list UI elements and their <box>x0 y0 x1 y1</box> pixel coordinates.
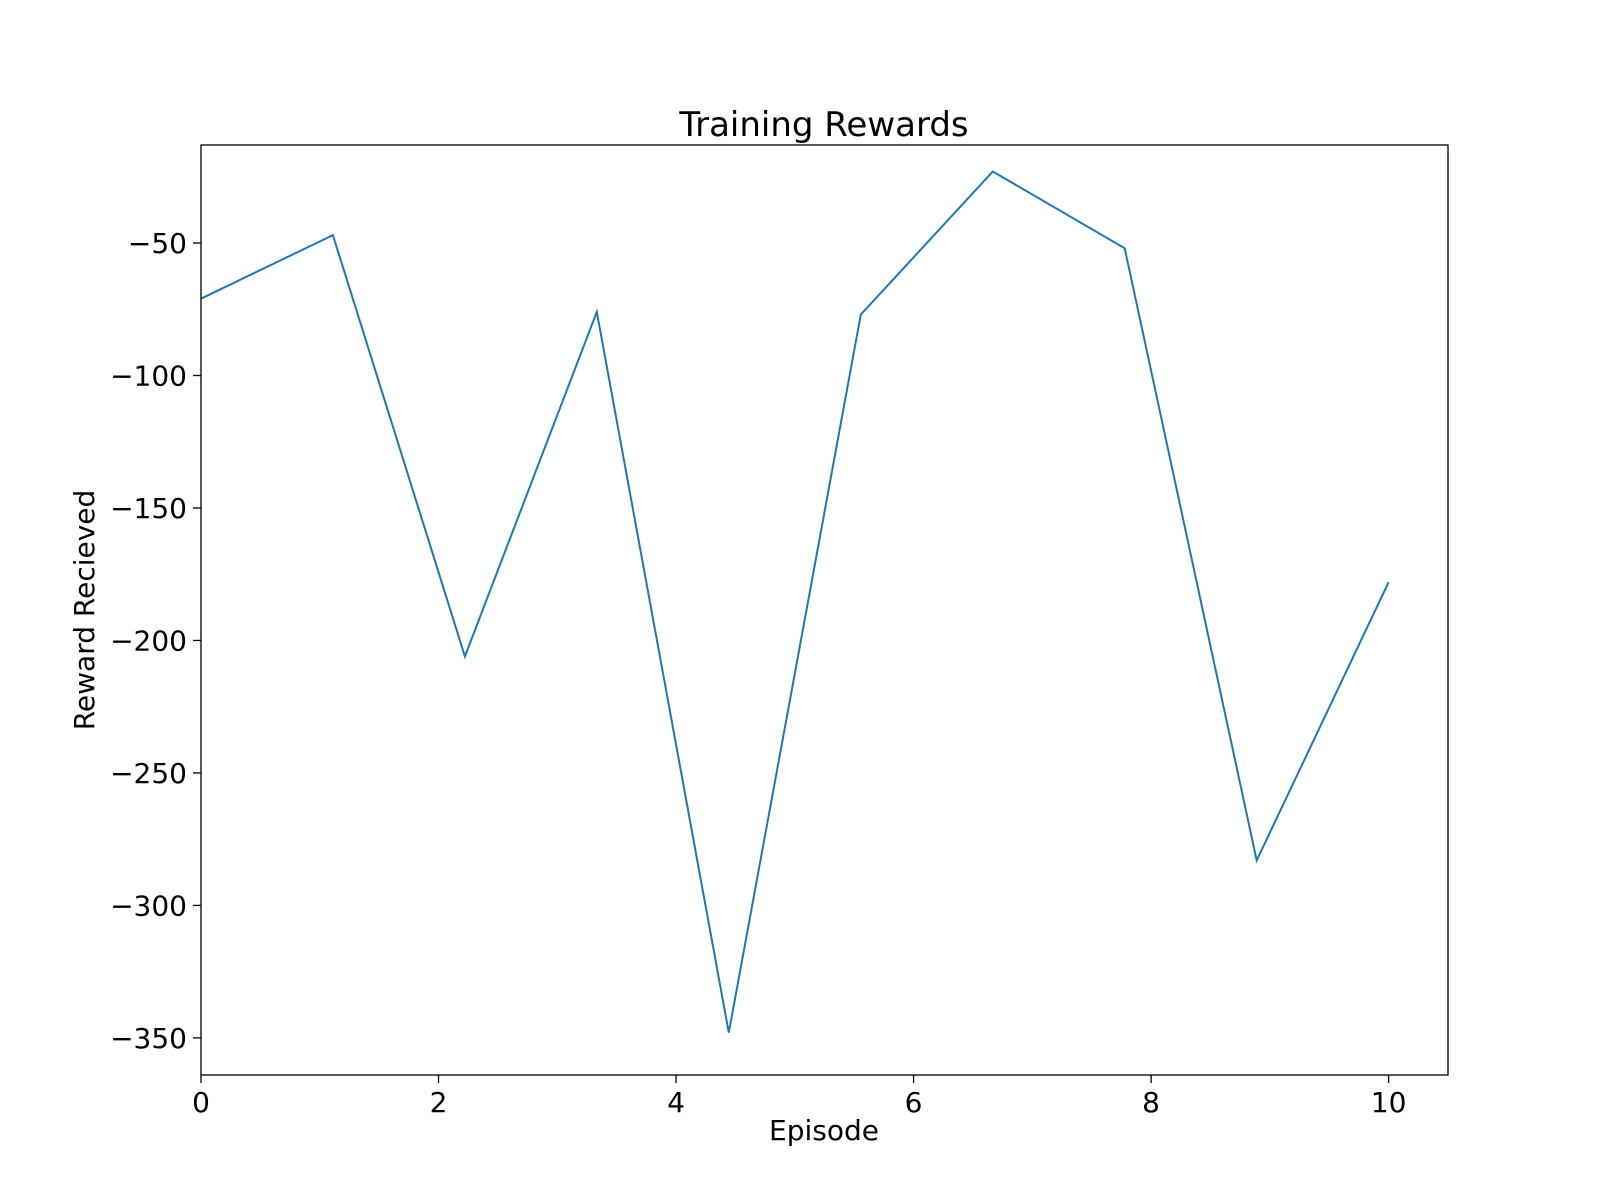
chart-title: Training Rewards <box>678 105 968 145</box>
y-tick-label: −250 <box>110 757 187 790</box>
y-tick-label: −50 <box>128 227 187 260</box>
plot-area <box>200 144 1449 1076</box>
x-tick-label: 2 <box>430 1086 448 1119</box>
axes-frame <box>200 144 1449 1076</box>
y-tick-label: −350 <box>110 1022 187 1055</box>
y-tick-label: −150 <box>110 492 187 525</box>
y-axis-label: Reward Recieved <box>68 490 101 731</box>
x-axis-ticks: 0 2 4 6 8 10 <box>192 1075 1406 1119</box>
y-tick-label: −200 <box>110 624 187 657</box>
x-axis-label: Episode <box>769 1114 879 1147</box>
y-axis-ticks: −50 −100 −150 −200 −250 −300 −350 <box>110 227 201 1055</box>
y-tick-label: −100 <box>110 360 187 393</box>
x-tick-label: 8 <box>1142 1086 1160 1119</box>
x-tick-label: 0 <box>192 1086 210 1119</box>
x-tick-label: 4 <box>667 1086 685 1119</box>
x-tick-label: 6 <box>905 1086 923 1119</box>
series-line <box>200 170 1390 1033</box>
x-tick-label: 10 <box>1371 1086 1407 1119</box>
y-tick-label: −300 <box>110 889 187 922</box>
